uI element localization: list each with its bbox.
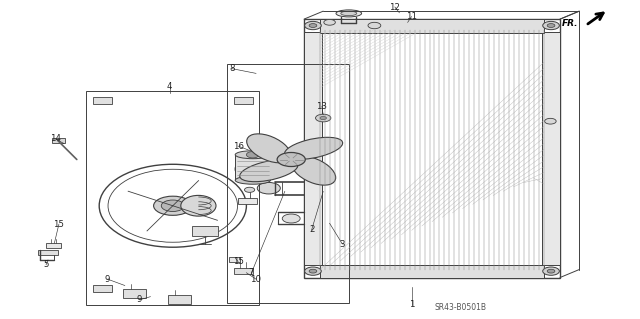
Text: 16: 16 bbox=[232, 142, 244, 151]
Circle shape bbox=[324, 19, 335, 25]
Text: 15: 15 bbox=[53, 220, 65, 229]
Bar bbox=[234, 97, 253, 104]
Bar bbox=[86, 91, 259, 305]
Ellipse shape bbox=[340, 11, 357, 16]
Circle shape bbox=[305, 267, 321, 275]
Circle shape bbox=[305, 21, 321, 30]
Bar bbox=[542, 32, 560, 265]
Ellipse shape bbox=[240, 160, 298, 182]
Circle shape bbox=[154, 196, 192, 215]
Ellipse shape bbox=[236, 151, 271, 159]
Circle shape bbox=[277, 152, 305, 167]
Bar bbox=[93, 285, 112, 292]
Bar bbox=[192, 226, 218, 236]
Bar bbox=[93, 97, 112, 104]
Bar bbox=[38, 250, 58, 255]
Circle shape bbox=[244, 187, 255, 192]
Bar bbox=[236, 155, 271, 180]
Bar bbox=[227, 64, 349, 303]
Ellipse shape bbox=[291, 156, 336, 185]
Bar bbox=[229, 257, 240, 262]
Circle shape bbox=[257, 182, 280, 194]
Circle shape bbox=[282, 214, 300, 223]
Circle shape bbox=[316, 114, 331, 122]
Circle shape bbox=[543, 21, 559, 30]
Text: 5: 5 bbox=[44, 260, 49, 269]
Bar bbox=[304, 32, 322, 265]
Bar bbox=[234, 268, 253, 274]
Circle shape bbox=[161, 200, 184, 211]
Ellipse shape bbox=[236, 158, 271, 180]
Bar bbox=[238, 198, 257, 204]
Bar bbox=[320, 19, 544, 33]
Ellipse shape bbox=[246, 134, 291, 163]
Text: 15: 15 bbox=[232, 257, 244, 266]
Bar bbox=[123, 289, 146, 298]
Bar bbox=[304, 19, 560, 278]
Text: 14: 14 bbox=[49, 134, 61, 143]
Circle shape bbox=[543, 267, 559, 275]
Ellipse shape bbox=[181, 195, 216, 216]
Bar bbox=[168, 295, 191, 304]
Text: 4: 4 bbox=[167, 82, 172, 91]
Text: 10: 10 bbox=[250, 275, 262, 284]
Text: 13: 13 bbox=[316, 102, 328, 111]
Circle shape bbox=[309, 24, 317, 27]
Circle shape bbox=[547, 24, 555, 27]
Text: 12: 12 bbox=[389, 3, 401, 11]
Bar bbox=[46, 243, 61, 248]
Text: 9: 9 bbox=[137, 295, 142, 304]
Bar bbox=[320, 265, 544, 278]
Ellipse shape bbox=[236, 176, 271, 184]
Circle shape bbox=[267, 170, 277, 175]
Circle shape bbox=[246, 152, 259, 158]
Text: FR.: FR. bbox=[561, 19, 578, 28]
Circle shape bbox=[320, 116, 326, 120]
Text: 7: 7 bbox=[249, 268, 254, 277]
Bar bbox=[52, 138, 65, 143]
Text: 8: 8 bbox=[229, 64, 234, 73]
Ellipse shape bbox=[285, 137, 342, 160]
Text: 11: 11 bbox=[406, 12, 417, 21]
Circle shape bbox=[547, 269, 555, 273]
Circle shape bbox=[545, 118, 556, 124]
Text: 9: 9 bbox=[105, 275, 110, 284]
Text: 2: 2 bbox=[309, 225, 314, 234]
Text: 3: 3 bbox=[340, 240, 345, 249]
Circle shape bbox=[368, 22, 381, 29]
Text: 1: 1 bbox=[409, 300, 414, 309]
Circle shape bbox=[309, 269, 317, 273]
Ellipse shape bbox=[336, 10, 362, 17]
Text: SR43-B0501B: SR43-B0501B bbox=[435, 303, 487, 312]
